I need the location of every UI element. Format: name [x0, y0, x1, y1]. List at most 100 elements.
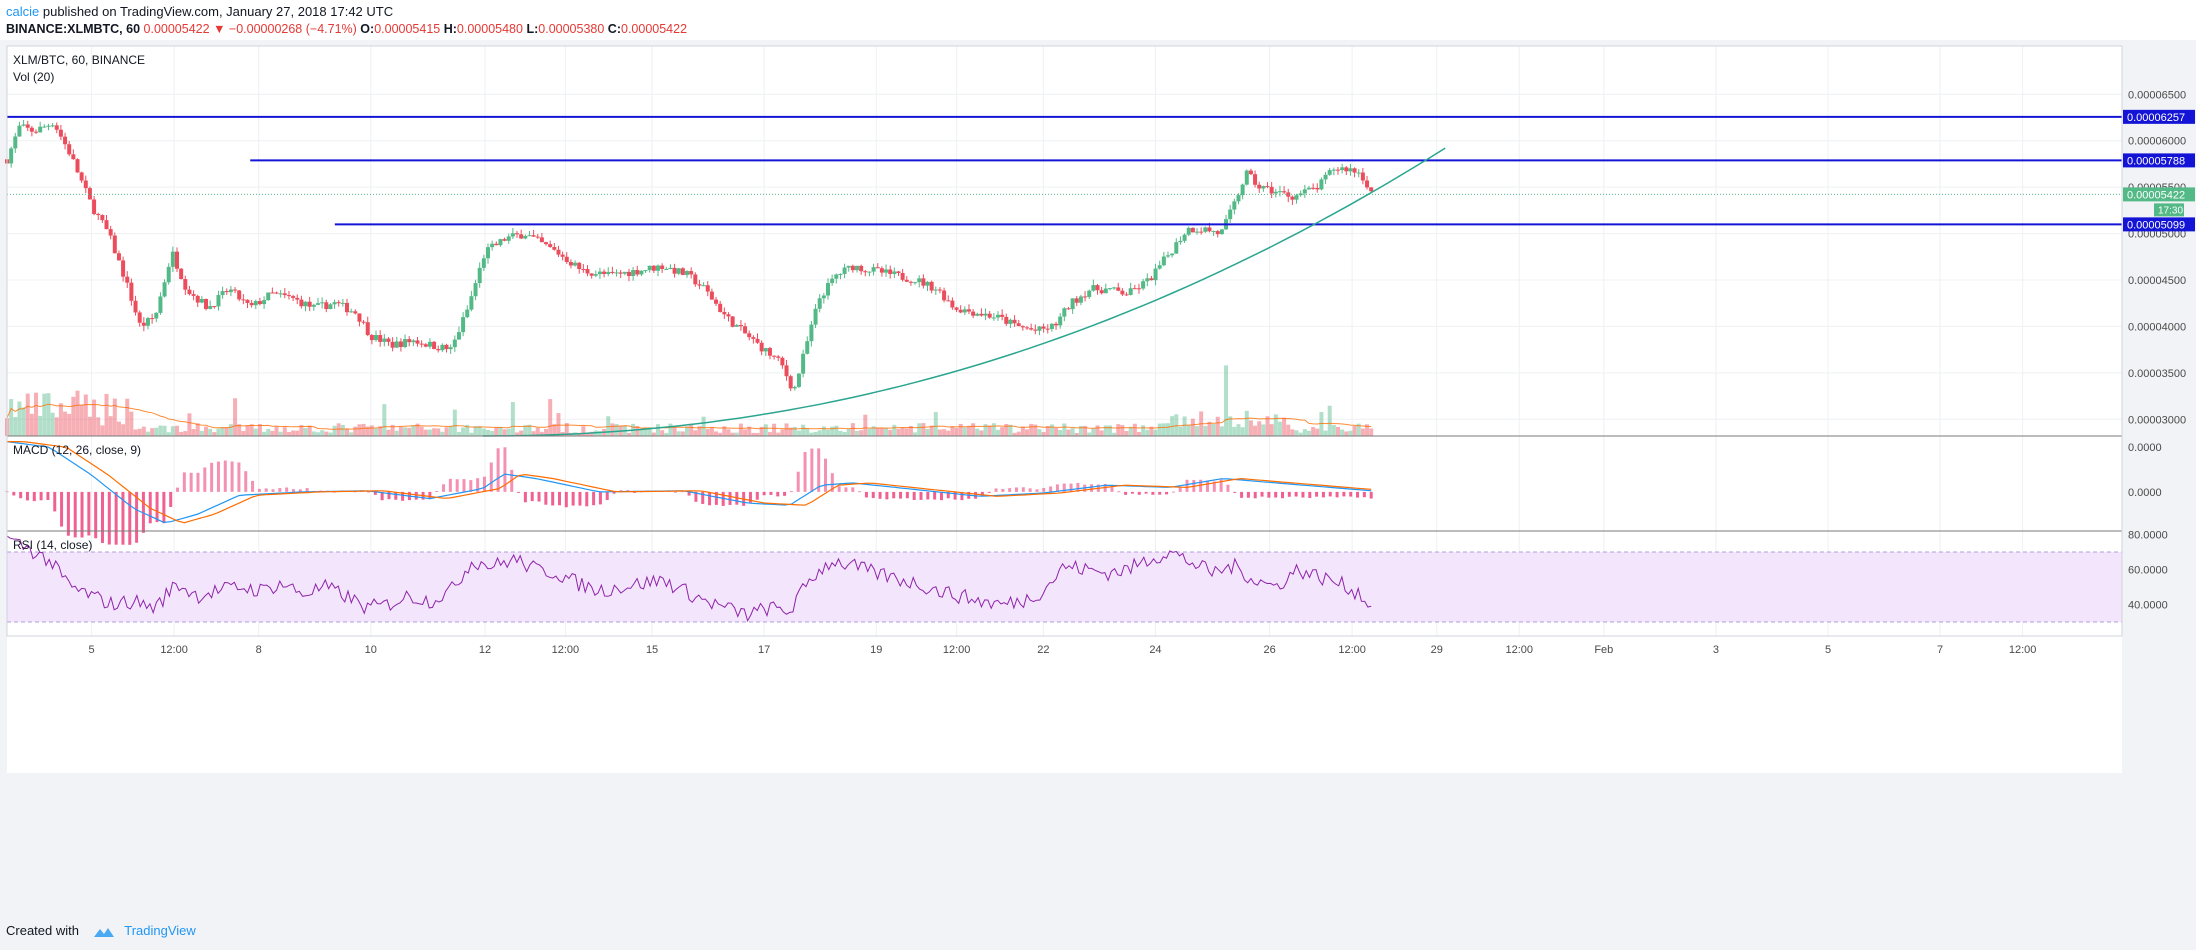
candle-body: [1211, 231, 1216, 233]
macd-histogram-bar: [1171, 491, 1175, 493]
volume-bar: [440, 431, 445, 436]
time-tick-label: 12:00: [2009, 644, 2037, 656]
candle-body: [676, 268, 681, 274]
candle-body: [34, 131, 39, 133]
candle-body: [689, 271, 694, 275]
macd-histogram-bar: [585, 491, 589, 507]
volume-bar: [925, 428, 930, 436]
candle-body: [129, 282, 134, 301]
time-tick-label: 19: [870, 644, 882, 656]
volume-bar: [307, 425, 312, 436]
candle-body: [1012, 319, 1017, 324]
volume-bar: [9, 399, 14, 436]
volume-bar: [444, 427, 449, 436]
candle-body: [801, 353, 806, 374]
tradingview-link[interactable]: TradingView: [124, 923, 196, 938]
candle-body: [589, 273, 594, 276]
time-tick-label: 26: [1264, 644, 1276, 656]
volume-bar: [245, 424, 250, 436]
volume-bar: [432, 428, 437, 436]
volume-bar: [701, 416, 706, 436]
macd-histogram-bar: [1028, 488, 1032, 492]
volume-bar: [129, 411, 134, 436]
trend-curve[interactable]: [482, 147, 1446, 437]
volume-bar: [1290, 429, 1295, 436]
time-axis[interactable]: 5 12:00 8 10 12 12:00 15 17 19 12:00 22 24 26 12:00 29…: [89, 644, 2037, 656]
volume-bar: [1236, 424, 1241, 436]
macd-histogram-bar: [12, 491, 16, 496]
candle-body: [660, 265, 665, 270]
candle-body: [1302, 189, 1307, 194]
volume-bar: [1182, 416, 1187, 436]
macd-histogram-bar: [1369, 491, 1373, 499]
volume-bar: [116, 421, 121, 436]
candle-body: [705, 285, 710, 292]
macd-histogram-bar: [783, 491, 787, 496]
volume-bar: [1248, 420, 1253, 436]
volume-bar: [21, 407, 26, 436]
candle-body: [361, 321, 366, 323]
macd-histogram-bar: [155, 491, 159, 523]
tradingview-logo-icon[interactable]: [93, 926, 115, 938]
volume-bar: [515, 432, 520, 436]
volume-bar: [1203, 425, 1208, 436]
volume-bar: [158, 425, 163, 436]
volume-bar: [237, 424, 242, 436]
levels-layer[interactable]: [7, 115, 2122, 226]
macd-histogram-bar: [291, 489, 295, 492]
candle-body: [863, 271, 868, 273]
volume-bar: [734, 432, 739, 436]
macd-histogram-bar: [912, 491, 916, 501]
price-axis[interactable]: 0.00003000 0.00003500 0.00004000 0.00004500…: [2128, 89, 2186, 611]
candle-body: [515, 233, 520, 235]
author-link[interactable]: calcie: [6, 4, 40, 19]
volume-bar: [1352, 425, 1357, 436]
volume-bar: [1103, 425, 1108, 436]
macd-histogram-bar: [571, 491, 575, 506]
volume-bar: [145, 431, 150, 436]
candle-body: [979, 313, 984, 316]
published-text: published on TradingView.com, January 27…: [39, 4, 394, 19]
volume-bar: [921, 423, 926, 436]
macd-histogram-bar: [1042, 487, 1046, 492]
volume-bar: [187, 413, 192, 436]
candle-body: [1049, 323, 1054, 330]
candle-body: [751, 337, 756, 339]
candle-body: [564, 256, 569, 263]
candle-body: [1290, 196, 1295, 200]
macd-histogram-bar: [223, 460, 227, 492]
candle-body: [962, 309, 967, 313]
candle-body: [767, 348, 772, 356]
candle-body: [991, 317, 996, 319]
candle-body: [995, 314, 1000, 318]
candle-body: [332, 302, 337, 305]
macd-histogram-bar: [796, 471, 800, 492]
candle-body: [158, 296, 163, 313]
volume-bar: [755, 432, 760, 436]
macd-histogram-bar: [905, 491, 909, 499]
volume-bar: [763, 424, 768, 436]
candle-body: [913, 282, 918, 284]
macd-histogram-bar: [1212, 481, 1216, 492]
candle-body: [1128, 288, 1133, 295]
macd-histogram-bar: [1001, 488, 1005, 492]
macd-histogram-bar: [257, 488, 261, 492]
volume-bar: [299, 425, 304, 436]
chart-area[interactable]: 0.00003000 0.00003500 0.00004000 0.00004500…: [0, 40, 2196, 920]
candle-body: [626, 271, 631, 277]
volume-bar: [1107, 425, 1112, 436]
main-pane-title: XLM/BTC, 60, BINANCE: [13, 53, 145, 67]
volume-bar: [954, 428, 959, 436]
macd-histogram-bar: [564, 491, 568, 508]
volume-bar: [1029, 423, 1034, 436]
candle-body: [942, 290, 947, 301]
volume-bar: [25, 393, 30, 436]
macd-histogram-bar: [1274, 491, 1278, 498]
candle-body: [709, 291, 714, 300]
candle-body: [672, 267, 677, 274]
volume-bar: [718, 432, 723, 436]
candle-body: [1124, 294, 1129, 296]
candle-body: [92, 199, 97, 214]
volume-bar: [784, 423, 789, 436]
candle-body: [506, 236, 511, 241]
